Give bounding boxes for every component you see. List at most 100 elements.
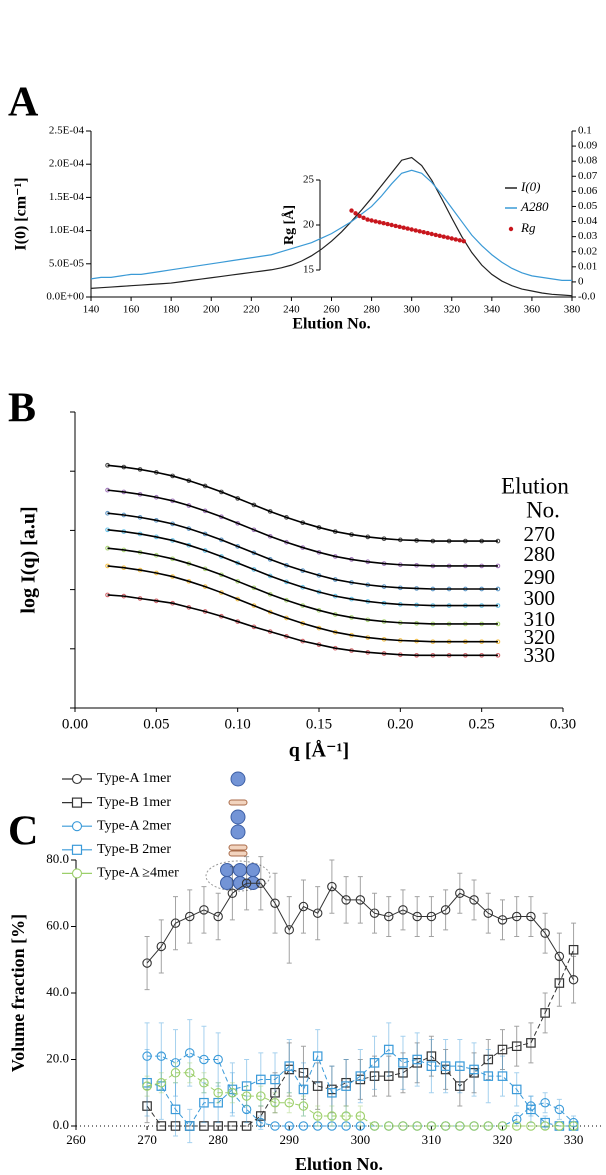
marker <box>199 905 209 915</box>
marker <box>227 888 238 898</box>
x-tick-label: 260 <box>323 304 340 316</box>
error-bar <box>158 1052 164 1120</box>
legend-label: 300 <box>524 586 556 610</box>
marker <box>393 223 398 229</box>
marker <box>199 1078 209 1088</box>
legend-label: I(0) <box>520 179 541 194</box>
panel-letter: A <box>8 80 39 126</box>
legend-label: Type-B 1mer <box>97 795 171 810</box>
marker <box>441 234 446 239</box>
marker <box>298 1101 309 1111</box>
cluster-icon <box>220 876 234 890</box>
y-tick-label: 5.0E-05 <box>49 257 85 269</box>
marker <box>425 230 430 236</box>
marker <box>327 881 337 892</box>
marker <box>341 1111 351 1121</box>
marker <box>385 221 390 227</box>
marker <box>213 911 223 922</box>
marker <box>369 1071 380 1081</box>
error-bar <box>229 1082 235 1104</box>
marker <box>568 974 579 985</box>
marker <box>270 1074 280 1085</box>
marker <box>241 1121 252 1131</box>
marker <box>461 239 466 244</box>
marker <box>241 878 252 889</box>
inset-axis-title: Rg [Å] <box>281 205 297 245</box>
error-bar <box>400 1035 406 1090</box>
marker <box>298 1084 309 1095</box>
marker <box>312 908 323 918</box>
inset-tick-label: 25 <box>303 174 315 186</box>
series-line <box>90 156 573 297</box>
marker <box>142 1081 152 1091</box>
marker <box>426 1051 437 1061</box>
marker <box>433 232 438 238</box>
marker <box>526 911 536 922</box>
marker <box>227 1088 238 1098</box>
marker <box>540 1121 550 1131</box>
marker <box>213 1121 223 1131</box>
rod-icon <box>228 850 248 857</box>
marker <box>270 1087 280 1098</box>
legend-label: Rg <box>520 220 536 235</box>
marker <box>469 1064 479 1075</box>
marker <box>184 1048 195 1058</box>
cluster-icon <box>233 863 247 877</box>
series-line <box>107 464 498 542</box>
marker <box>497 1121 508 1131</box>
marker <box>142 1077 152 1088</box>
series <box>105 487 501 569</box>
marker <box>417 229 422 234</box>
error-bar <box>329 1065 335 1114</box>
legend-label: A280 <box>520 199 549 214</box>
legend-label: Type-A 2mer <box>97 818 171 833</box>
marker <box>213 1097 223 1108</box>
y2-tick-label: 0.01 <box>578 260 597 272</box>
y2-tick-label: 0.1 <box>578 125 592 137</box>
series-line <box>107 529 498 607</box>
marker <box>327 1111 337 1121</box>
legend-swatch <box>71 844 83 855</box>
y2-tick-label: 0 <box>578 275 584 287</box>
marker <box>540 1117 550 1128</box>
y2-tick-label: 0.08 <box>578 155 598 167</box>
marker <box>568 1121 579 1131</box>
marker <box>256 1074 266 1085</box>
series-line <box>146 949 575 1127</box>
error-bar <box>201 1072 207 1094</box>
error-bar <box>428 1039 434 1094</box>
x-tick-label: 140 <box>83 304 100 316</box>
marker <box>497 1071 508 1081</box>
x-tick-label: 240 <box>283 304 300 316</box>
marker <box>270 1097 280 1108</box>
marker <box>213 1088 223 1098</box>
y-tick-label: 60.0 <box>46 917 69 932</box>
series <box>105 462 501 544</box>
marker <box>199 1121 209 1131</box>
x-tick-label: 260 <box>66 1132 86 1147</box>
marker <box>429 231 434 237</box>
panel-letter: C <box>8 809 38 855</box>
x-tick-label: 180 <box>163 304 180 316</box>
error-bar <box>315 1062 321 1110</box>
series <box>142 1062 579 1131</box>
marker <box>384 1121 394 1131</box>
y-axis-title: I(0) [cm⁻¹] <box>13 177 30 250</box>
marker <box>440 905 451 915</box>
y2-tick-label: 0.09 <box>578 140 598 152</box>
y2-tick-label: 0.02 <box>578 245 597 257</box>
legend-label: Type-A 1mer <box>97 771 171 786</box>
marker <box>355 1071 366 1081</box>
marker <box>455 1081 465 1091</box>
series-line <box>146 1072 574 1127</box>
marker <box>341 1121 351 1131</box>
marker <box>453 237 458 242</box>
marker <box>511 1084 522 1095</box>
marker <box>469 1121 479 1131</box>
marker <box>398 1121 408 1131</box>
marker <box>540 1097 550 1108</box>
marker <box>398 1067 408 1078</box>
error-bar <box>343 1059 349 1107</box>
series <box>142 922 579 1131</box>
error-bar <box>158 1072 164 1094</box>
